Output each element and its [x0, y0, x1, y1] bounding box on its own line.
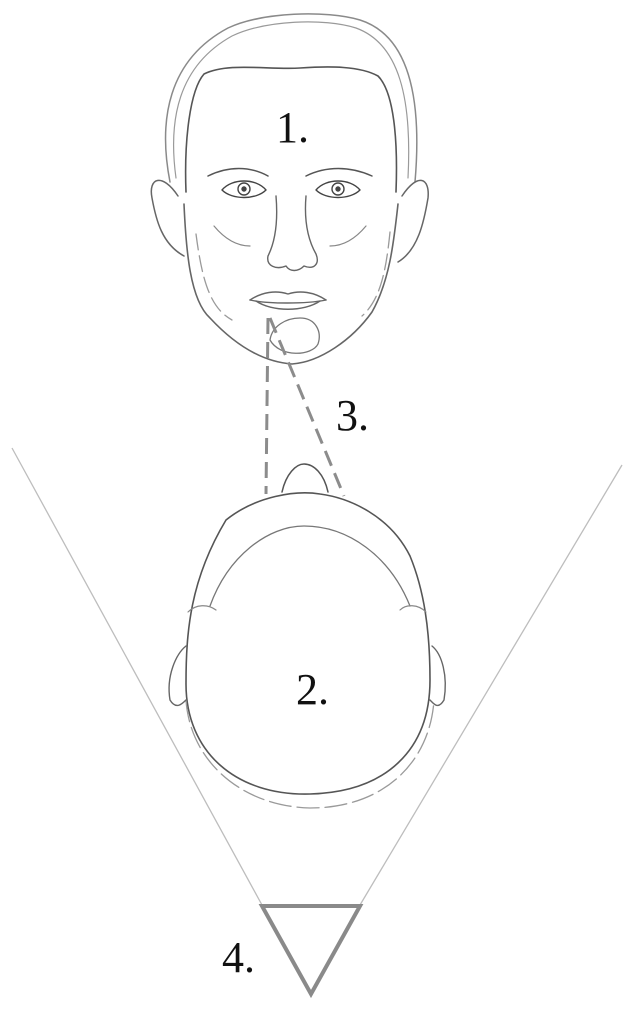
- nose-top-view: [281, 463, 329, 493]
- front-face: [150, 13, 429, 365]
- face-outline: [183, 203, 399, 365]
- jaw-dashed-right: [361, 231, 391, 317]
- hairline: [184, 66, 398, 193]
- hair-outline-inner: [172, 21, 410, 179]
- head-outline-dashed: [185, 699, 435, 809]
- left-cheek-line: [213, 225, 251, 247]
- left-eyebrow: [207, 167, 269, 177]
- label-front-face: 1.: [276, 103, 309, 152]
- diagonal-dashed-line: [268, 317, 346, 497]
- hair-outline: [164, 13, 418, 183]
- top-head: [168, 463, 446, 809]
- right-cheek-line: [329, 225, 367, 247]
- left-hair-side: [187, 605, 217, 613]
- dashed-projection-lines: [264, 317, 346, 497]
- label-triangle: 4.: [222, 933, 255, 982]
- label-line: 3.: [336, 391, 369, 440]
- right-ear: [397, 179, 429, 263]
- hairline-top-view: [209, 525, 411, 607]
- mouth: [249, 291, 327, 310]
- nose: [267, 195, 318, 272]
- chin: [269, 317, 320, 354]
- left-ear: [150, 179, 185, 257]
- label-top-head: 2.: [296, 665, 329, 714]
- right-hair-side: [399, 605, 427, 613]
- camera-triangle: [258, 904, 364, 999]
- cone-left-line: [11, 447, 263, 906]
- jaw-dashed: [195, 233, 233, 321]
- right-eye: [315, 180, 361, 199]
- cone-right-line: [359, 464, 623, 906]
- head-outline: [185, 492, 431, 795]
- right-eyebrow: [305, 167, 373, 177]
- vertical-dashed-line: [264, 317, 270, 495]
- right-ear-top-view: [429, 645, 446, 707]
- left-eye: [221, 180, 267, 199]
- left-ear-top-view: [168, 645, 187, 707]
- viewing-cone: [11, 447, 623, 906]
